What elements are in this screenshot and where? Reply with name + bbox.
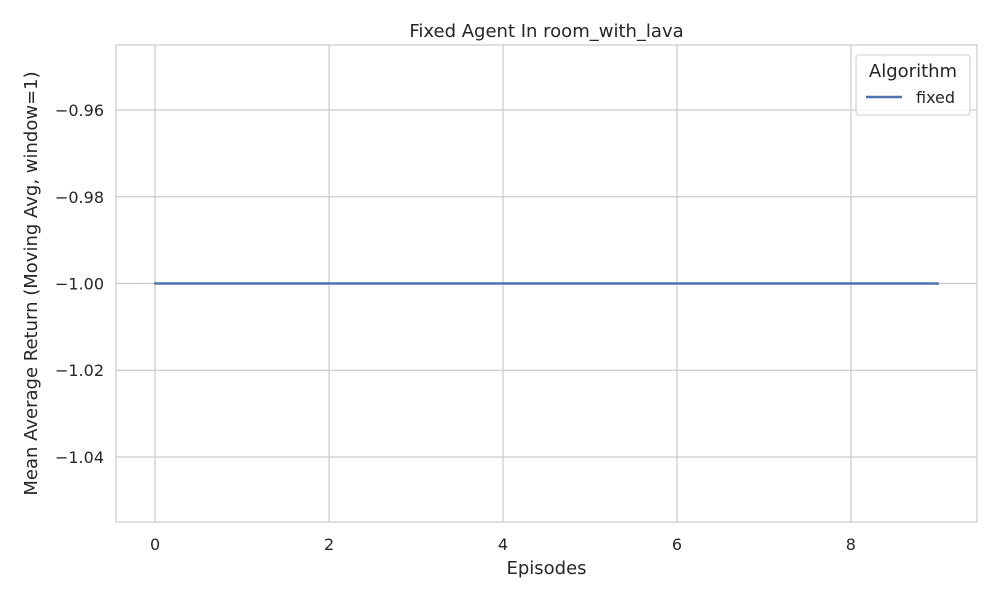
legend-box	[855, 54, 971, 116]
y-axis-label: Mean Average Return (Moving Avg, window=…	[21, 71, 42, 495]
chart-title: Fixed Agent In room_with_lava	[409, 21, 683, 42]
x-tick-label: 4	[498, 535, 508, 554]
legend: Algorithm fixed	[855, 54, 971, 116]
y-tick-label: −1.02	[55, 361, 104, 380]
y-tick-label: −1.04	[55, 448, 104, 467]
x-tick-label: 6	[672, 535, 682, 554]
x-axis-label: Episodes	[506, 558, 586, 579]
x-tick-labels: 0 2 4 6 8	[150, 535, 856, 554]
y-tick-labels: −0.96 −0.98 −1.00 −1.02 −1.04	[55, 101, 104, 467]
y-tick-label: −0.96	[55, 101, 104, 120]
x-tick-label: 8	[846, 535, 856, 554]
x-tick-label: 0	[150, 535, 160, 554]
y-tick-label: −1.00	[55, 275, 104, 294]
legend-label-fixed: fixed	[916, 88, 955, 107]
x-tick-label: 2	[324, 535, 334, 554]
y-tick-label: −0.98	[55, 188, 104, 207]
plot-frame	[115, 44, 978, 523]
legend-title: Algorithm	[869, 61, 957, 82]
